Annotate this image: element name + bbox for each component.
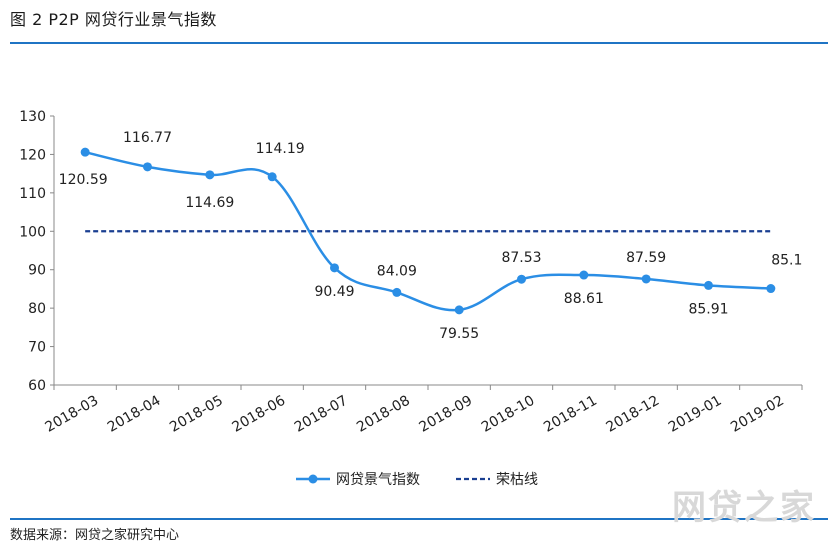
data-label: 79.55 (439, 326, 479, 342)
x-tick-label: 2018-03 (43, 393, 102, 436)
prosperity-index-point (205, 170, 215, 180)
watermark-logo: 网贷之家 (672, 488, 816, 528)
y-tick-label: 100 (19, 224, 46, 240)
prosperity-index-point (641, 274, 651, 284)
prosperity-index-point (454, 305, 464, 315)
data-label: 84.09 (377, 263, 417, 279)
source-note: 数据来源：网贷之家研究中心 (10, 528, 180, 543)
x-tick-label: 2018-07 (292, 393, 351, 436)
prosperity-index-point (579, 270, 589, 280)
top-divider (10, 42, 828, 44)
y-tick-label: 130 (19, 109, 46, 125)
bottom-divider (10, 518, 828, 520)
y-tick-label: 70 (28, 340, 46, 356)
x-tick-label: 2019-02 (728, 393, 787, 436)
chart-title: 图 2 P2P 网贷行业景气指数 (10, 10, 217, 29)
data-label: 114.19 (256, 141, 305, 157)
x-tick-label: 2018-11 (541, 393, 600, 436)
prosperity-index-point (392, 287, 402, 297)
x-tick-label: 2018-05 (167, 393, 226, 436)
data-label: 120.59 (59, 172, 108, 188)
data-label: 87.53 (501, 250, 541, 266)
prosperity-index-point (267, 172, 277, 182)
data-label: 85.91 (688, 301, 728, 317)
x-tick-label: 2018-12 (604, 393, 663, 436)
prosperity-index-point (517, 274, 526, 284)
legend-index-label: 网贷景气指数 (336, 472, 420, 488)
legend-boom-bust-label: 荣枯线 (496, 472, 538, 488)
data-label: 88.61 (564, 291, 604, 307)
x-tick-label: 2018-06 (230, 393, 289, 436)
data-label: 114.69 (185, 195, 234, 211)
y-tick-label: 60 (28, 378, 46, 394)
x-tick-label: 2018-09 (417, 393, 476, 436)
x-tick-label: 2018-10 (479, 393, 538, 436)
legend-index-marker (308, 474, 318, 484)
prosperity-index-line (84, 150, 771, 312)
y-tick-label: 80 (28, 301, 46, 317)
y-tick-label: 120 (19, 147, 46, 163)
prosperity-index-point (80, 147, 90, 157)
prosperity-index-point (143, 162, 152, 172)
data-label: 116.77 (123, 130, 172, 146)
data-label: 85.1 (771, 253, 802, 269)
prosperity-index-point (766, 284, 776, 294)
data-label: 87.59 (626, 250, 666, 266)
y-tick-label: 110 (19, 186, 46, 202)
x-tick-label: 2018-08 (354, 393, 413, 436)
prosperity-index-point (330, 263, 339, 273)
y-tick-label: 90 (28, 263, 46, 279)
x-tick-label: 2019-01 (666, 393, 725, 436)
prosperity-index-point (704, 280, 713, 290)
data-label: 90.49 (314, 284, 354, 300)
x-tick-label: 2018-04 (105, 393, 164, 436)
